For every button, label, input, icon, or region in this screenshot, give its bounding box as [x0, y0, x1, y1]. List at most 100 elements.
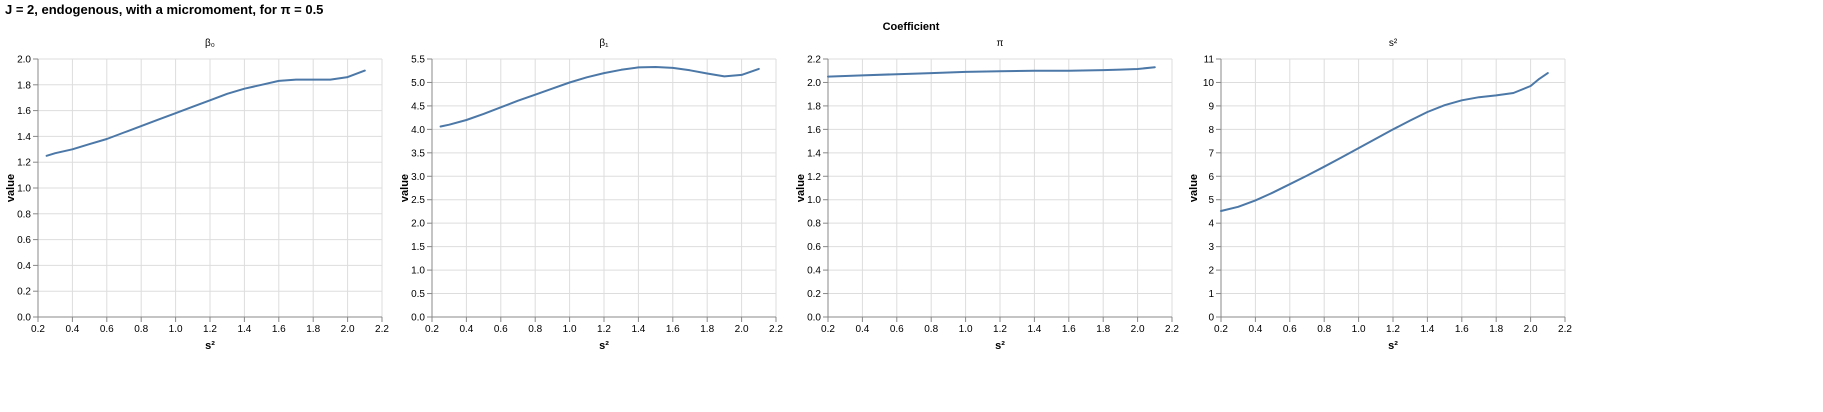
x-axis-title: s² — [995, 340, 1005, 352]
y-tick-label: 1.2 — [807, 172, 821, 183]
y-tick-label: 0.8 — [17, 209, 31, 220]
x-tick-label: 0.8 — [1317, 324, 1331, 335]
y-tick-label: 2.0 — [17, 55, 31, 66]
x-tick-label: 1.6 — [666, 324, 680, 335]
y-tick-label: 1.0 — [411, 266, 425, 277]
x-tick-label: 1.4 — [1027, 324, 1041, 335]
x-tick-label: 1.8 — [700, 324, 714, 335]
x-tick-label: 1.0 — [169, 324, 183, 335]
y-tick-label: 0.5 — [411, 289, 425, 300]
x-tick-label: 0.6 — [494, 324, 508, 335]
y-tick-label: 1.5 — [411, 242, 425, 253]
x-tick-label: 1.8 — [306, 324, 320, 335]
x-tick-label: 0.2 — [821, 324, 835, 335]
x-tick-label: 2.2 — [1558, 324, 1572, 335]
y-tick-label: 4.0 — [411, 125, 425, 136]
x-tick-label: 1.8 — [1096, 324, 1110, 335]
y-tick-label: 0.4 — [17, 261, 31, 272]
x-axis-title: s² — [599, 340, 609, 352]
x-tick-label: 0.6 — [1283, 324, 1297, 335]
y-tick-label: 0.2 — [17, 287, 31, 298]
x-tick-label: 1.0 — [959, 324, 973, 335]
y-tick-label: 5.5 — [411, 55, 425, 66]
y-tick-label: 1.6 — [17, 106, 31, 117]
x-tick-label: 0.8 — [924, 324, 938, 335]
y-tick-label: 4.5 — [411, 101, 425, 112]
y-tick-label: 0.4 — [807, 266, 821, 277]
y-tick-label: 3.5 — [411, 148, 425, 159]
y-tick-label: 8 — [1208, 125, 1214, 136]
x-tick-label: 2.2 — [769, 324, 783, 335]
x-tick-label: 1.2 — [597, 324, 611, 335]
facet-panels: β₀0.2 0.4 0.6 0.8 1.0 1.2 1.4 1.6 1.8 2.0 2.20.00.… — [5, 38, 1572, 352]
x-tick-label: 1.2 — [993, 324, 1007, 335]
y-tick-label: 1.0 — [17, 184, 31, 195]
y-tick-label: 2.0 — [411, 219, 425, 230]
panel-2: β₁ 0.2 0.4 0.6 0.8 1.0 1.2 1.4 1.6 1.8 2.0 2.2 0.0 0.… — [399, 38, 783, 352]
x-tick-label: 1.2 — [203, 324, 217, 335]
x-tick-label: 1.0 — [1352, 324, 1366, 335]
x-tick-label: 2.2 — [375, 324, 389, 335]
y-axis-title: value — [1188, 174, 1200, 202]
x-tick-label: 1.6 — [272, 324, 286, 335]
y-tick-label: 0.6 — [807, 242, 821, 253]
x-axis-title: s² — [205, 340, 215, 352]
y-tick-label: 1.0 — [807, 195, 821, 206]
x-tick-label: 1.8 — [1489, 324, 1503, 335]
y-tick-label: 2.0 — [807, 78, 821, 89]
x-tick-label: 1.4 — [237, 324, 251, 335]
x-tick-label: 1.6 — [1455, 324, 1469, 335]
x-tick-label: 0.8 — [528, 324, 542, 335]
y-tick-label: 3 — [1208, 242, 1214, 253]
x-tick-label: 1.2 — [1386, 324, 1400, 335]
y-tick-label: 0.6 — [17, 235, 31, 246]
facet-header: Coefficient — [883, 21, 940, 33]
chart-title: J = 2, endogenous, with a micromoment, f… — [5, 2, 323, 17]
series-line — [827, 66, 1156, 78]
y-tick-label: 0.0 — [17, 313, 31, 324]
x-tick-label: 1.4 — [631, 324, 645, 335]
y-tick-label: 1.4 — [807, 148, 821, 159]
y-tick-label: 11 — [1204, 55, 1215, 66]
y-tick-label: 2.2 — [807, 55, 821, 66]
x-tick-label: 1.6 — [1062, 324, 1076, 335]
x-tick-label: 0.2 — [425, 324, 439, 335]
facet-label: π — [997, 38, 1004, 49]
x-tick-label: 2.0 — [735, 324, 749, 335]
series-line — [1220, 72, 1549, 212]
y-tick-label: 1.8 — [17, 80, 31, 91]
y-tick-label: 0 — [1208, 313, 1214, 324]
y-tick-label: 5 — [1208, 195, 1214, 206]
series-line — [45, 69, 366, 157]
series-line — [439, 66, 760, 128]
x-tick-label: 0.6 — [890, 324, 904, 335]
x-tick-label: 1.4 — [1420, 324, 1434, 335]
y-tick-label: 1 — [1208, 289, 1214, 300]
x-tick-label: 0.4 — [459, 324, 473, 335]
y-tick-label: 2.5 — [411, 195, 425, 206]
x-tick-label: 0.4 — [65, 324, 79, 335]
y-tick-label: 3.0 — [411, 172, 425, 183]
x-tick-label: 0.2 — [1214, 324, 1228, 335]
y-tick-label: 0.2 — [807, 289, 821, 300]
x-tick-label: 0.4 — [1248, 324, 1262, 335]
y-tick-label: 1.8 — [807, 101, 821, 112]
y-tick-label: 1.4 — [17, 132, 31, 143]
facet-label: β₀ — [205, 38, 215, 49]
y-tick-label: 4 — [1208, 219, 1214, 230]
x-tick-label: 2.2 — [1165, 324, 1179, 335]
y-tick-label: 1.6 — [807, 125, 821, 136]
y-tick-label: 0.0 — [411, 313, 425, 324]
x-tick-label: 2.0 — [1524, 324, 1538, 335]
x-tick-label: 0.8 — [134, 324, 148, 335]
y-tick-label: 7 — [1208, 148, 1214, 159]
x-tick-label: 0.6 — [100, 324, 114, 335]
y-tick-label: 0.8 — [807, 219, 821, 230]
x-tick-label: 0.2 — [31, 324, 45, 335]
y-tick-label: 10 — [1203, 78, 1215, 89]
x-tick-label: 0.4 — [855, 324, 869, 335]
panel-1: β₀0.2 0.4 0.6 0.8 1.0 1.2 1.4 1.6 1.8 2.0 2.20.00.… — [5, 38, 389, 352]
x-axis-title: s² — [1388, 340, 1398, 352]
y-axis-title: value — [399, 174, 411, 202]
